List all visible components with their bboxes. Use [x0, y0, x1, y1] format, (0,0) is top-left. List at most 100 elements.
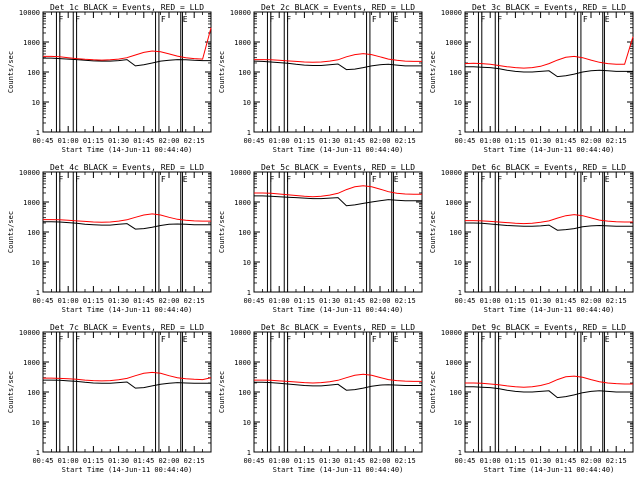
event-marker-label: F: [583, 335, 588, 344]
event-marker-label: F: [269, 15, 274, 24]
series-line-events: [254, 195, 422, 207]
series-line-lld: [254, 185, 422, 198]
x-tick-label: 01:45: [344, 457, 365, 465]
x-tick-label: 01:00: [58, 457, 79, 465]
series-line-lld: [464, 36, 634, 69]
y-tick-label: 1000: [23, 199, 40, 207]
series-line-lld: [43, 213, 211, 223]
y-tick-label: 1: [458, 449, 462, 457]
chart-panel-3: Det 3c BLACK = Events, RED = LLD 1 10 100 10…: [429, 3, 634, 154]
x-tick-label: 01:30: [319, 457, 340, 465]
x-tick-label: 01:00: [269, 297, 290, 305]
y-tick-label: 1: [36, 129, 40, 137]
plot-frame: [464, 11, 634, 133]
series-line-lld: [43, 371, 212, 382]
y-tick-label: 10000: [19, 329, 40, 337]
event-marker-label: F: [480, 15, 485, 24]
y-tick-label: 10: [32, 419, 40, 427]
y-tick-label: 1000: [234, 359, 251, 367]
event-marker-label: F: [286, 15, 291, 24]
y-tick-label: 10: [454, 419, 462, 427]
y-tick-label: 100: [238, 69, 251, 77]
event-marker-label: E: [183, 175, 188, 184]
chart-panel-6: Det 6c BLACK = Events, RED = LLD 1 10 100 10…: [429, 163, 634, 314]
event-marker-label: F: [161, 15, 166, 24]
event-marker-label: F: [75, 175, 80, 184]
panel-title: Det 2c BLACK = Events, RED = LLD: [261, 3, 415, 12]
x-tick-label: 01:15: [294, 297, 315, 305]
x-tick-label: 01:30: [530, 137, 551, 145]
x-tick-label: 01:45: [133, 297, 154, 305]
x-tick-label: 01:00: [480, 297, 501, 305]
x-tick-label: 00:45: [32, 137, 53, 145]
plot-frame: [253, 331, 423, 453]
event-marker-label: F: [480, 175, 485, 184]
x-tick-label: 01:45: [555, 297, 576, 305]
plot-frame: [42, 171, 212, 293]
x-tick-label: 01:15: [294, 137, 315, 145]
x-tick-label: 02:00: [369, 137, 390, 145]
series-line-events: [465, 222, 633, 231]
chart-panel-4: Det 4c BLACK = Events, RED = LLD 1 10 100 10…: [7, 163, 212, 314]
y-axis-label: Counts/sec: [218, 211, 226, 253]
y-axis-label: Counts/sec: [7, 371, 15, 413]
event-marker-label: E: [183, 335, 188, 344]
x-tick-label: 00:45: [454, 457, 475, 465]
y-tick-label: 10: [454, 99, 462, 107]
series-line-events: [253, 60, 422, 71]
y-tick-label: 100: [27, 69, 40, 77]
panel-title: Det 3c BLACK = Events, RED = LLD: [472, 3, 626, 12]
series-line-lld: [465, 214, 633, 225]
x-tick-label: 01:15: [505, 137, 526, 145]
y-tick-label: 10000: [19, 169, 40, 177]
series-line-events: [43, 221, 211, 230]
plot-frame: [42, 11, 212, 133]
x-tick-label: 02:00: [580, 457, 601, 465]
x-tick-label: 02:00: [580, 137, 601, 145]
event-marker-label: F: [372, 335, 377, 344]
y-tick-label: 1000: [445, 199, 462, 207]
chart-panel-8: Det 8c BLACK = Events, RED = LLD 1 10 100 10…: [218, 323, 423, 474]
event-marker-label: F: [75, 335, 80, 344]
y-tick-label: 10: [243, 259, 251, 267]
chart-panel-9: Det 9c BLACK = Events, RED = LLD 1 10 100 10…: [429, 323, 634, 474]
x-axis-label: Start Time (14-Jun-11 00:44:40): [62, 306, 193, 314]
x-tick-label: 01:30: [108, 457, 129, 465]
event-marker-label: E: [394, 175, 399, 184]
event-marker-label: E: [394, 15, 399, 24]
event-marker-label: F: [286, 335, 291, 344]
y-tick-label: 1000: [23, 359, 40, 367]
x-axis-label: Start Time (14-Jun-11 00:44:40): [273, 146, 404, 154]
x-tick-label: 02:15: [395, 137, 416, 145]
y-axis-label: Counts/sec: [218, 371, 226, 413]
event-marker-label: F: [372, 15, 377, 24]
x-tick-label: 01:45: [133, 137, 154, 145]
series-line-events: [465, 386, 633, 399]
x-tick-label: 01:00: [58, 137, 79, 145]
x-tick-label: 01:15: [83, 457, 104, 465]
x-tick-label: 01:45: [133, 457, 154, 465]
x-tick-label: 02:00: [158, 137, 179, 145]
series-line-lld: [254, 373, 422, 384]
x-tick-label: 01:30: [108, 137, 129, 145]
series-line-events: [43, 379, 211, 389]
x-tick-label: 01:30: [530, 457, 551, 465]
y-axis-label: Counts/sec: [429, 371, 437, 413]
event-marker-label: E: [605, 335, 610, 344]
event-marker-label: F: [480, 335, 485, 344]
x-axis-label: Start Time (14-Jun-11 00:44:40): [484, 146, 615, 154]
chart-panel-7: Det 7c BLACK = Events, RED = LLD 1 10 100 10…: [7, 323, 212, 474]
x-tick-label: 00:45: [243, 297, 264, 305]
y-tick-label: 1: [458, 289, 462, 297]
event-marker-label: F: [497, 335, 502, 344]
plot-frame: [42, 331, 212, 453]
y-axis-label: Counts/sec: [218, 51, 226, 93]
y-tick-label: 10: [454, 259, 462, 267]
y-tick-label: 1000: [234, 39, 251, 47]
x-axis-label: Start Time (14-Jun-11 00:44:40): [62, 466, 193, 474]
x-tick-label: 01:00: [480, 137, 501, 145]
x-tick-label: 02:00: [369, 297, 390, 305]
event-marker-label: F: [58, 335, 63, 344]
x-tick-label: 01:45: [344, 297, 365, 305]
event-marker-label: F: [497, 15, 502, 24]
